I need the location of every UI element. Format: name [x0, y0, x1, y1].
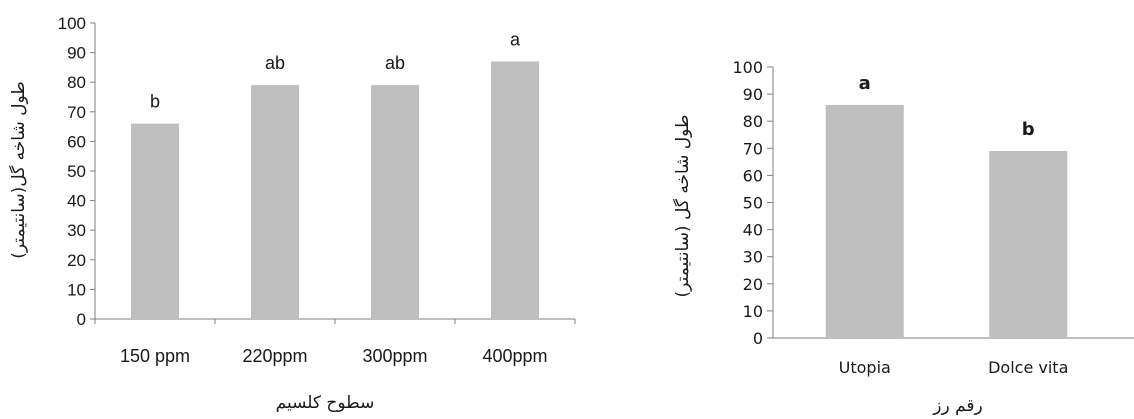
c1-bar-letter-label: ab: [385, 53, 405, 73]
c1-y-tick-label: 80: [67, 73, 86, 92]
c1-bar-letter-label: b: [150, 92, 160, 112]
c2-y-tick-label: 100: [732, 58, 763, 77]
c1-bar-letter-label: a: [510, 29, 521, 49]
chart1-y-axis-title: طول شاخه گل(سانتیمتر): [8, 81, 29, 259]
c2-y-tick-label: 40: [743, 221, 763, 240]
calcium-level-chart: 0 10 20 30 40 50 60 70 80 90 100 b ab ab a 150 ppm 220…: [8, 14, 576, 413]
chart1-category-labels: 150 ppm 220ppm 300ppm 400ppm: [120, 346, 548, 366]
c1-y-tick-label: 60: [67, 132, 86, 151]
c1-y-tick-label: 70: [67, 103, 86, 122]
chart2-category-labels: Utopia Dolce vita: [839, 358, 1069, 377]
chart1-bars: [131, 61, 539, 319]
c1-y-tick-label: 0: [77, 310, 86, 329]
c1-category-label: 300ppm: [362, 346, 427, 366]
c1-category-label: 150 ppm: [120, 346, 190, 366]
c1-y-tick-label: 40: [67, 192, 86, 211]
chart2-bars: [825, 104, 1068, 338]
c1-category-label: 220ppm: [242, 346, 307, 366]
c2-y-tick-label: 90: [743, 85, 763, 104]
chart2-x-axis-title: رقم رز: [932, 396, 982, 416]
chart2-y-axis-title: طول شاخه گل (سانتیمتر): [672, 115, 693, 298]
chart1-data-labels: b ab ab a: [150, 29, 521, 111]
c1-y-tick-label: 50: [67, 162, 86, 181]
c1-bar: [491, 61, 539, 319]
c1-bar: [251, 85, 299, 319]
c1-y-tick-label: 20: [67, 251, 86, 270]
c2-y-tick-label: 30: [743, 248, 763, 267]
c2-y-tick-label: 0: [753, 329, 763, 348]
c2-category-label: Dolce vita: [988, 358, 1068, 377]
c2-y-tick-label: 20: [743, 275, 763, 294]
c2-category-label: Utopia: [839, 358, 891, 377]
c1-y-tick-label: 100: [58, 14, 86, 33]
c1-bar: [131, 123, 179, 319]
c2-bar-letter-label: b: [1022, 119, 1035, 140]
c2-bar-letter-label: a: [859, 73, 871, 94]
c2-y-tick-label: 80: [743, 112, 763, 131]
c2-y-tick-label: 10: [743, 302, 763, 321]
c2-y-tick-label: 70: [743, 139, 763, 158]
chart2-y-ticks: 0 10 20 30 40 50 60 70 80 90 100: [732, 58, 773, 348]
c2-y-tick-label: 50: [743, 194, 763, 213]
chart1-y-ticks: 0 10 20 30 40 50 60 70 80 90 100: [58, 14, 95, 329]
c1-bar: [371, 85, 419, 319]
c2-y-tick-label: 60: [743, 166, 763, 185]
chart1-x-axis-title: سطوح کلسیم: [276, 393, 375, 413]
c1-y-tick-label: 30: [67, 221, 86, 240]
c1-category-label: 400ppm: [482, 346, 547, 366]
c1-y-tick-label: 90: [67, 44, 86, 63]
c1-y-tick-label: 10: [67, 280, 86, 299]
c1-bar-letter-label: ab: [265, 53, 285, 73]
c2-bar: [989, 151, 1068, 338]
c2-bar: [825, 104, 904, 338]
chart2-data-labels: ab: [859, 73, 1035, 140]
